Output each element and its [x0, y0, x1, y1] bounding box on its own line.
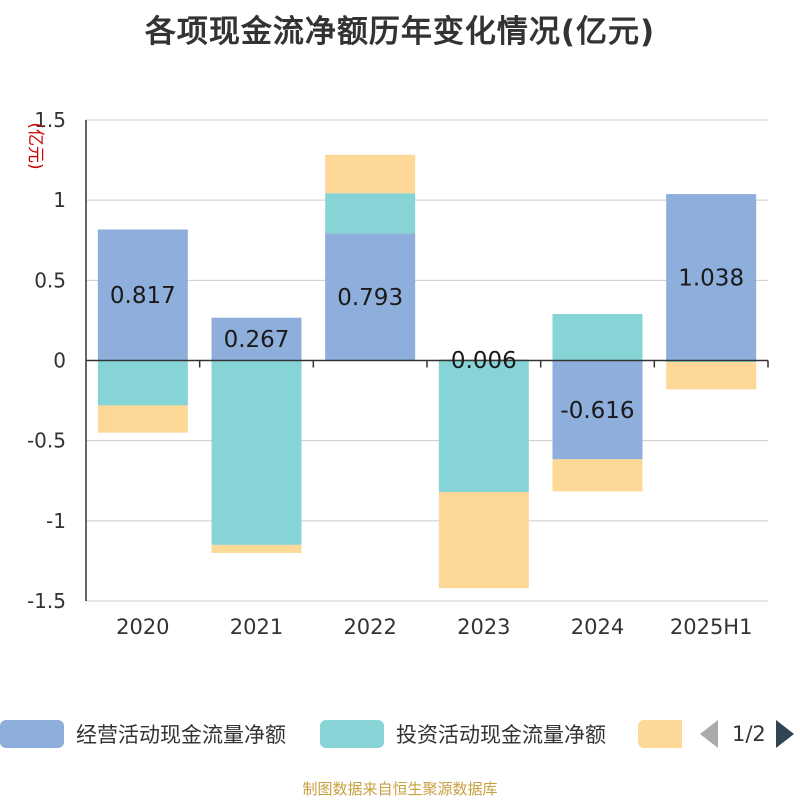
legend-swatch-investing: [320, 720, 384, 748]
bar-series3-2024[interactable]: [552, 459, 643, 492]
bar-series3-2023[interactable]: [438, 491, 529, 589]
legend-label-operating: 经营活动现金流量净额: [76, 723, 286, 747]
y-axis-label: (亿元): [25, 122, 45, 169]
y-tick-label: -1: [46, 509, 66, 533]
data-label: 0.793: [337, 285, 403, 311]
pager-text: 1/2: [732, 722, 766, 746]
data-labels: 0.817 0.267 0.793 0.006 -0.616 1.038: [110, 265, 744, 424]
x-tick-label: 2025H1: [670, 615, 753, 639]
y-tick-label: -0.5: [27, 429, 66, 453]
bar-chart: 1.5 1 0.5 0 -0.5 -1 -1.5 2020 2021 2022 2023 2024 20…: [25, 108, 769, 639]
source-note: 制图数据来自恒生聚源数据库: [302, 780, 498, 798]
data-label: 1.038: [678, 265, 744, 291]
legend-item-investing[interactable]: 投资活动现金流量净额: [320, 714, 606, 754]
bar-series1-2020[interactable]: [97, 229, 188, 361]
bar-series1-2025H1[interactable]: [666, 194, 757, 361]
bar-series2-2021[interactable]: [211, 360, 302, 545]
bar-series2-2023[interactable]: [438, 360, 529, 492]
legend-label-investing: 投资活动现金流量净额: [396, 723, 606, 747]
bar-series2-2022[interactable]: [325, 193, 416, 234]
x-tick-label: 2024: [571, 615, 624, 639]
y-tick-label: -1.5: [27, 589, 66, 613]
bar-series3-2022[interactable]: [325, 154, 416, 194]
bar-series3-2021[interactable]: [211, 544, 302, 553]
y-tick-label: 1.5: [34, 108, 66, 132]
legend: 经营活动现金流量净额 投资活动现金流量净额 1/2: [0, 714, 800, 754]
legend-item-financing[interactable]: [638, 714, 682, 754]
legend-swatch-financing: [638, 720, 682, 748]
grid-lines: [86, 119, 768, 602]
y-tick-label: 0.5: [34, 268, 66, 292]
chart-title: 各项现金流净额历年变化情况(亿元): [144, 14, 656, 50]
bar-series2-2020[interactable]: [97, 360, 188, 406]
legend-swatch-operating: [0, 720, 64, 748]
bar-series1-2024[interactable]: [552, 360, 643, 460]
data-label: -0.616: [560, 398, 634, 424]
legend-item-operating[interactable]: 经营活动现金流量净额: [0, 714, 286, 754]
bars: [97, 154, 757, 589]
legend-pager: 1/2: [700, 714, 794, 754]
axes: 1.5 1 0.5 0 -0.5 -1 -1.5 2020 2021 2022 2023 2024 20…: [27, 108, 769, 639]
x-tick-label: 2021: [230, 615, 283, 639]
bar-series1-2021[interactable]: [211, 317, 302, 361]
y-tick-label: 0: [53, 349, 66, 373]
data-label: 0.817: [110, 283, 176, 309]
data-label: 0.006: [451, 348, 517, 374]
bar-series2-2024[interactable]: [552, 314, 643, 361]
x-tick-label: 2022: [343, 615, 396, 639]
bar-series3-2020[interactable]: [97, 405, 188, 433]
bar-series1-2022[interactable]: [325, 233, 416, 361]
x-tick-label: 2023: [457, 615, 510, 639]
pager-next-icon[interactable]: [775, 720, 794, 748]
bar-series2-2025H1[interactable]: [666, 360, 757, 363]
x-tick-label: 2020: [116, 615, 169, 639]
bar-series3-2025H1[interactable]: [666, 362, 757, 390]
y-tick-label: 1: [53, 188, 66, 212]
pager-prev-icon[interactable]: [700, 720, 718, 748]
data-label: 0.267: [224, 327, 290, 353]
